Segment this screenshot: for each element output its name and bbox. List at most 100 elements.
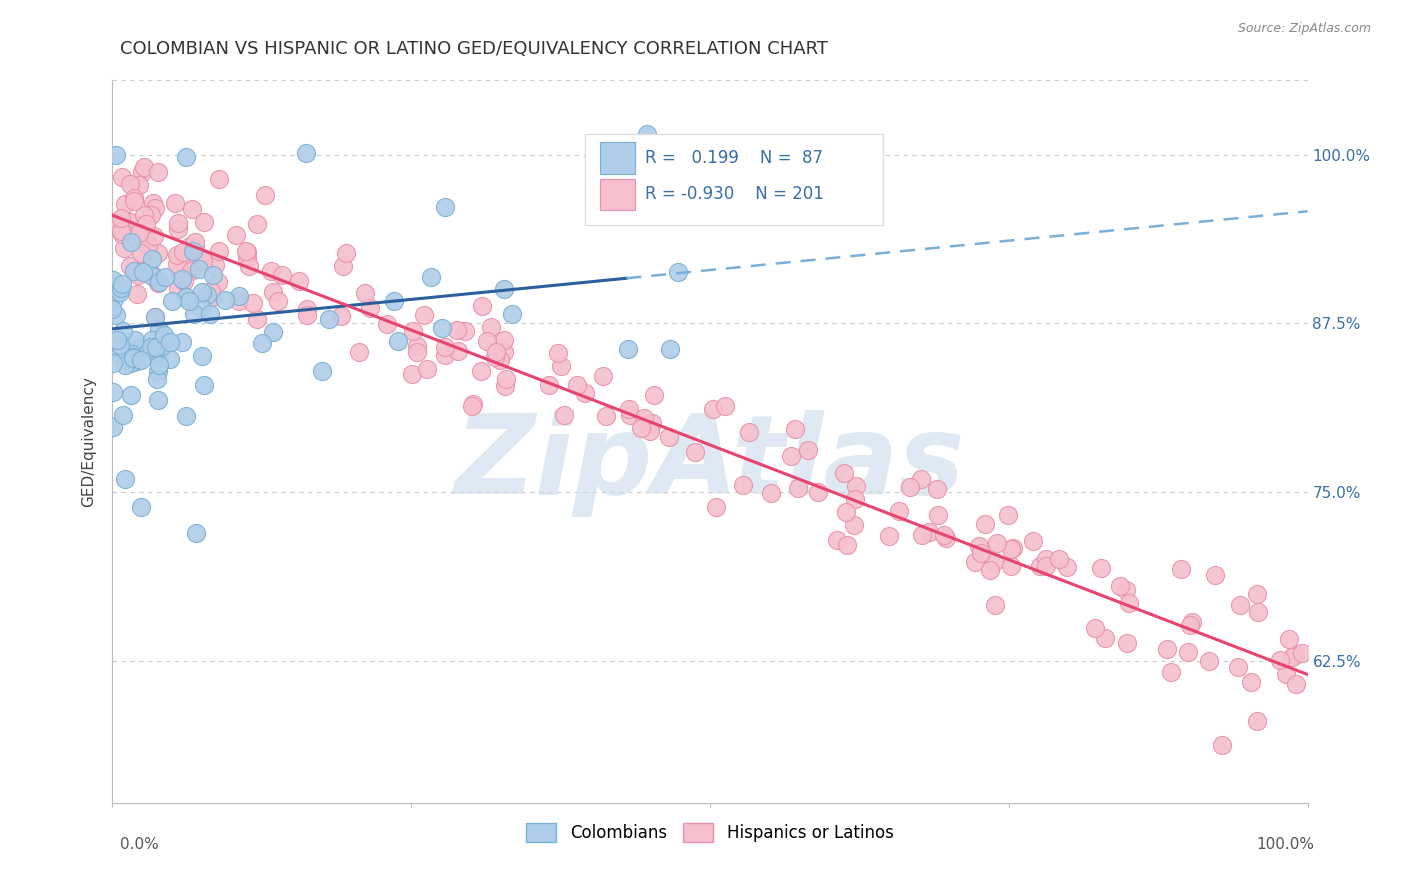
Point — [447, 343, 470, 358]
Point — [1291, 646, 1313, 660]
Point — [1247, 605, 1270, 619]
Point — [636, 128, 658, 142]
Point — [132, 264, 155, 278]
Point — [129, 352, 152, 367]
Point — [129, 245, 152, 260]
FancyBboxPatch shape — [600, 143, 634, 174]
Point — [124, 194, 146, 209]
Point — [183, 307, 205, 321]
Point — [121, 351, 143, 365]
Point — [174, 150, 197, 164]
Point — [236, 244, 259, 259]
Point — [166, 248, 188, 262]
Point — [638, 424, 661, 438]
Point — [825, 533, 848, 548]
Point — [501, 307, 523, 321]
Text: R = -0.930    N = 201: R = -0.930 N = 201 — [645, 186, 824, 203]
Point — [1274, 666, 1296, 681]
Point — [165, 196, 187, 211]
Point — [214, 293, 236, 307]
Point — [108, 338, 131, 352]
Point — [180, 264, 202, 278]
Text: ZipAtlas: ZipAtlas — [454, 409, 966, 516]
Point — [267, 294, 290, 309]
Point — [110, 223, 132, 237]
Point — [967, 539, 990, 553]
Point — [997, 508, 1019, 522]
Point — [104, 215, 127, 229]
Point — [375, 318, 398, 332]
Point — [433, 340, 456, 354]
Point — [492, 344, 515, 359]
Point — [1160, 665, 1182, 679]
Point — [146, 364, 169, 378]
Point — [550, 359, 572, 373]
Point — [641, 416, 664, 430]
Point — [155, 270, 177, 285]
Point — [200, 285, 222, 299]
Point — [1246, 587, 1268, 601]
Point — [174, 290, 197, 304]
Point — [173, 275, 195, 289]
Point — [927, 508, 949, 523]
Point — [1090, 560, 1112, 574]
Point — [979, 563, 1001, 577]
Point — [191, 285, 214, 299]
Point — [986, 536, 1008, 550]
Point — [658, 430, 681, 444]
Point — [434, 201, 457, 215]
Point — [146, 393, 169, 408]
Point — [1035, 559, 1057, 574]
Point — [934, 528, 956, 542]
Point — [159, 352, 181, 367]
Point — [683, 445, 706, 459]
Point — [887, 504, 910, 518]
Point — [1180, 617, 1202, 632]
Point — [195, 288, 218, 302]
Point — [489, 352, 512, 367]
Point — [112, 408, 135, 422]
Point — [1281, 649, 1303, 664]
Point — [495, 372, 517, 386]
Point — [434, 348, 457, 362]
Point — [406, 345, 429, 359]
Point — [271, 268, 294, 282]
Point — [1268, 652, 1291, 666]
Point — [787, 481, 810, 495]
Point — [179, 239, 201, 253]
Point — [1240, 675, 1263, 690]
Point — [382, 293, 405, 308]
Point — [120, 215, 142, 229]
Point — [1047, 552, 1070, 566]
Point — [238, 260, 260, 274]
Point — [1156, 642, 1178, 657]
Text: R =   0.199    N =  87: R = 0.199 N = 87 — [645, 149, 824, 168]
Point — [191, 253, 214, 268]
Point — [112, 224, 135, 238]
Point — [136, 260, 159, 274]
Point — [1204, 568, 1226, 582]
Legend: Colombians, Hispanics or Latinos: Colombians, Hispanics or Latinos — [520, 816, 900, 848]
Point — [103, 356, 125, 370]
Point — [101, 385, 124, 400]
Point — [181, 244, 204, 259]
Point — [141, 209, 163, 223]
Point — [401, 324, 423, 338]
Point — [295, 301, 318, 316]
Point — [1028, 559, 1050, 574]
Point — [731, 478, 754, 492]
Point — [832, 466, 855, 480]
Point — [190, 300, 212, 314]
Point — [201, 290, 224, 304]
Point — [759, 486, 782, 500]
Point — [387, 334, 409, 349]
Point — [254, 187, 277, 202]
Point — [145, 347, 167, 361]
Point — [844, 491, 866, 506]
Point — [112, 241, 135, 255]
Point — [236, 250, 259, 264]
Point — [136, 239, 159, 253]
Point — [142, 196, 165, 211]
Point — [935, 531, 957, 545]
Point — [143, 310, 166, 324]
